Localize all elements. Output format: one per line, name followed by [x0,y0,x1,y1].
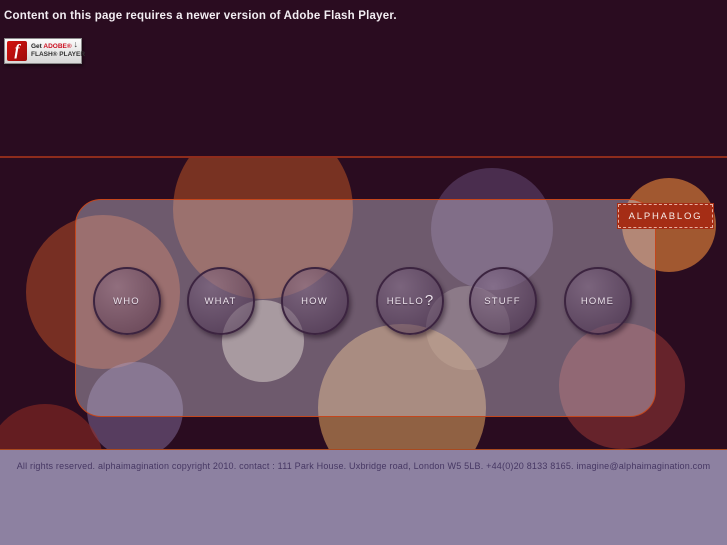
badge-get-label: Get [31,42,44,50]
footer: All rights reserved. alphaimagination co… [0,449,727,545]
nav-label: HELLO [386,295,424,307]
get-flash-player-button[interactable]: f Get ADOBE® FLASH® PLAYER ↓ [4,38,85,64]
content-panel [75,199,656,417]
flash-required-message: Content on this page requires a newer ve… [4,10,397,22]
nav-button-hello[interactable]: HELLO? [376,267,444,335]
flash-logo-icon: f [7,41,27,61]
nav-button-who[interactable]: WHO [93,267,161,335]
footer-copyright-text: All rights reserved. alphaimagination co… [16,461,711,471]
flash-badge-line1: Get ADOBE® [31,43,85,51]
nav-button-what[interactable]: WHAT [187,267,255,335]
flash-badge-text: Get ADOBE® FLASH® PLAYER [31,43,85,59]
nav-label: HOME [580,295,615,307]
nav-label: WHAT [204,295,237,307]
alphablog-button[interactable]: ALPHABLOG [617,203,714,229]
nav-label-suffix: ? [424,291,434,309]
nav-button-how[interactable]: HOW [281,267,349,335]
nav-label: WHO [113,295,140,307]
badge-adobe-label: ADOBE® [43,42,72,50]
badge-product-label: FLASH® PLAYER [31,51,86,58]
download-arrow-icon: ↓ [73,39,79,49]
nav-label: HOW [301,295,328,307]
nav-button-stuff[interactable]: STUFF [469,267,537,335]
nav-button-home[interactable]: HOME [564,267,632,335]
decorative-circle [87,362,183,449]
header-divider-line [0,156,727,158]
decorative-circle [318,324,486,449]
decorative-circle [559,323,685,449]
nav-label: STUFF [484,295,521,307]
